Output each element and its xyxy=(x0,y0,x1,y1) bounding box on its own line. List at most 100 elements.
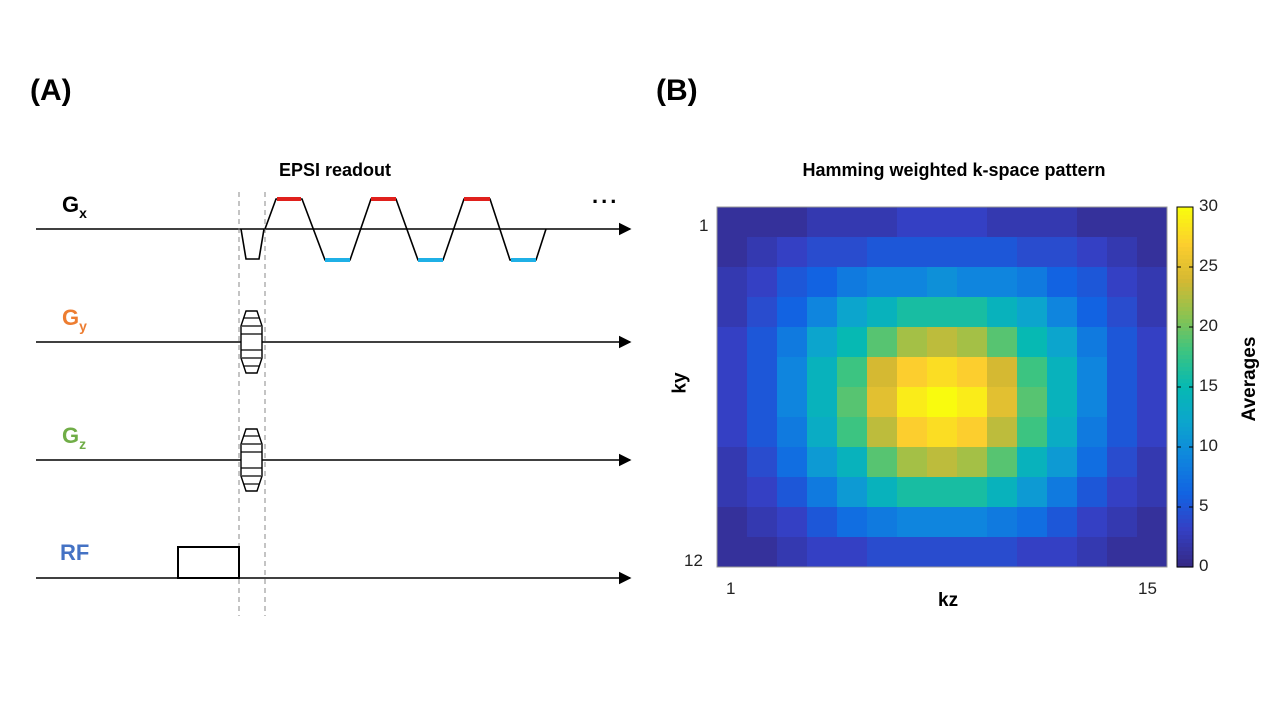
colorbar-segment xyxy=(1177,499,1193,504)
colorbar-tick-label: 30 xyxy=(1199,196,1218,215)
colorbar-segment xyxy=(1177,239,1193,244)
heatmap-cell xyxy=(1107,477,1138,508)
gx-channel-label: Gx xyxy=(62,192,87,221)
heatmap-cell xyxy=(1017,267,1048,298)
heatmap-cell xyxy=(867,207,898,238)
colorbar-segment xyxy=(1177,467,1193,472)
heatmap-cell xyxy=(1047,447,1078,478)
heatmap-cell xyxy=(897,297,928,328)
colorbar-segment xyxy=(1177,367,1193,372)
heatmap-cell xyxy=(897,267,928,298)
colorbar-segment xyxy=(1177,479,1193,484)
heatmap-cell xyxy=(837,537,868,568)
heatmap-cell xyxy=(1077,357,1108,388)
heatmap-cell xyxy=(747,417,778,448)
heatmap-cell xyxy=(1047,267,1078,298)
heatmap-cell xyxy=(807,477,838,508)
heatmap-cell xyxy=(717,357,748,388)
heatmap-cell xyxy=(957,447,988,478)
heatmap-cell xyxy=(807,327,838,358)
gz-phase-encode-table xyxy=(240,428,263,492)
heatmap-cell xyxy=(927,237,958,268)
heatmap-cell xyxy=(957,507,988,538)
gy-phase-encode-table xyxy=(240,310,263,374)
heatmap-cell xyxy=(1107,237,1138,268)
heatmap-cell xyxy=(747,477,778,508)
heatmap-cell xyxy=(867,327,898,358)
heatmap-cell xyxy=(897,237,928,268)
colorbar-segment xyxy=(1177,463,1193,468)
colorbar-segment xyxy=(1177,275,1193,280)
heatmap-cell xyxy=(867,297,898,328)
colorbar-segment xyxy=(1177,339,1193,344)
heatmap-cell xyxy=(807,237,838,268)
colorbar-segment xyxy=(1177,243,1193,248)
heatmap-cell xyxy=(1137,477,1168,508)
heatmap-cell xyxy=(717,387,748,418)
heatmap-cell xyxy=(867,267,898,298)
colorbar-segment xyxy=(1177,355,1193,360)
heatmap-cell xyxy=(777,327,808,358)
colorbar-segment xyxy=(1177,531,1193,536)
heatmap-title: Hamming weighted k-space pattern xyxy=(802,160,1106,180)
heatmap-cell xyxy=(777,387,808,418)
colorbar-segment xyxy=(1177,323,1193,328)
heatmap-cell xyxy=(777,297,808,328)
heatmap-cell xyxy=(867,357,898,388)
heatmap-cell xyxy=(807,267,838,298)
colorbar-tick-label: 0 xyxy=(1199,556,1209,575)
heatmap-cell xyxy=(807,357,838,388)
heatmap-cell xyxy=(927,267,958,298)
heatmap-cell xyxy=(1137,417,1168,448)
heatmap-cell xyxy=(1017,357,1048,388)
heatmap-cell xyxy=(927,297,958,328)
heatmap-cell xyxy=(747,207,778,238)
heatmap-cell xyxy=(957,237,988,268)
heatmap-cell xyxy=(987,327,1018,358)
colorbar-segment xyxy=(1177,431,1193,436)
heatmap-cell xyxy=(1137,327,1168,358)
colorbar-segment xyxy=(1177,223,1193,228)
colorbar-segment xyxy=(1177,427,1193,432)
heatmap-cell xyxy=(1047,537,1078,568)
heatmap-cell xyxy=(1137,447,1168,478)
heatmap-cell xyxy=(1017,477,1048,508)
gy-channel-label: Gy xyxy=(62,305,87,334)
colorbar-segment xyxy=(1177,383,1193,388)
heatmap-cell xyxy=(1077,237,1108,268)
heatmap-cell xyxy=(987,507,1018,538)
heatmap-cell xyxy=(957,387,988,418)
colorbar-segment xyxy=(1177,423,1193,428)
heatmap-cell xyxy=(807,537,838,568)
colorbar-segment xyxy=(1177,515,1193,520)
heatmap-cell xyxy=(987,537,1018,568)
colorbar-segment xyxy=(1177,459,1193,464)
colorbar-segment xyxy=(1177,507,1193,512)
x-axis-label: kz xyxy=(938,590,959,611)
heatmap-cell xyxy=(837,507,868,538)
colorbar-segment xyxy=(1177,343,1193,348)
heatmap-frame xyxy=(716,206,1168,568)
colorbar-segment xyxy=(1177,391,1193,396)
colorbar-segment xyxy=(1177,527,1193,532)
heatmap-cell xyxy=(987,417,1018,448)
y-axis-label: ky xyxy=(669,372,691,394)
heatmap-cell xyxy=(807,387,838,418)
heatmap-cell xyxy=(717,537,748,568)
heatmap-cell xyxy=(897,207,928,238)
heatmap-cell xyxy=(837,237,868,268)
heatmap-cell xyxy=(837,417,868,448)
heatmap-cell xyxy=(957,297,988,328)
x-tick-right: 15 xyxy=(1138,579,1157,598)
heatmap-cell xyxy=(1047,297,1078,328)
colorbar-segment xyxy=(1177,267,1193,272)
heatmap-cell xyxy=(807,507,838,538)
heatmap-cell xyxy=(1047,237,1078,268)
heatmap-cell xyxy=(777,237,808,268)
colorbar-segment xyxy=(1177,299,1193,304)
heatmap-cell xyxy=(837,207,868,238)
rf-channel-label: RF xyxy=(60,540,89,566)
heatmap-cell xyxy=(1107,357,1138,388)
heatmap-cell xyxy=(927,417,958,448)
